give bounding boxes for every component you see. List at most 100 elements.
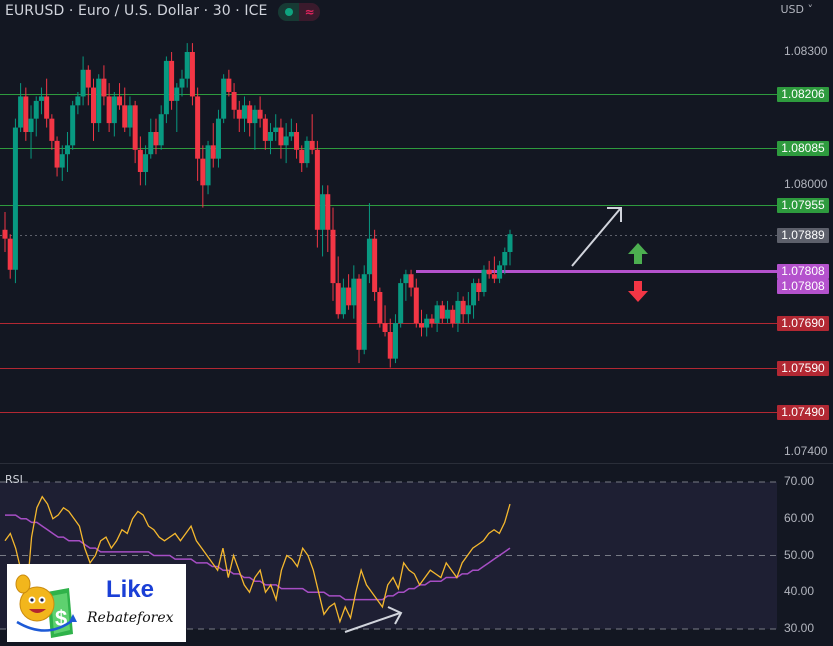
candle: [346, 274, 352, 310]
candle: [18, 83, 24, 132]
candle: [28, 105, 34, 159]
candle: [117, 83, 123, 110]
candle: [210, 123, 216, 168]
candle: [491, 256, 497, 284]
candle: [377, 287, 383, 328]
rsi-tick: 40.00: [784, 584, 815, 599]
rsi-axis[interactable]: 70.00 60.00 50.00 40.00 30.00: [777, 463, 833, 646]
price-level-label[interactable]: 1.08085: [777, 140, 829, 156]
candle: [450, 305, 456, 328]
candle: [132, 100, 138, 164]
candle: [445, 300, 451, 324]
price-level-label[interactable]: 1.07889: [777, 227, 829, 243]
price-chart[interactable]: [0, 0, 777, 463]
candle: [486, 260, 492, 279]
candle: [497, 260, 503, 284]
candle: [169, 52, 175, 110]
candle: [12, 118, 18, 284]
candle: [174, 83, 180, 132]
candle: [106, 83, 112, 132]
candle: [273, 114, 279, 141]
thumbs-up-money-icon: $: [15, 574, 77, 638]
currency-selector[interactable]: USD ˅: [780, 3, 813, 16]
market-status-pill[interactable]: ≈: [278, 3, 320, 21]
candle: [80, 56, 86, 106]
candle: [429, 314, 435, 328]
rsi-line: [4, 495, 511, 624]
price-level-label[interactable]: 1.07690: [777, 316, 829, 332]
candle: [304, 136, 310, 168]
candle: [502, 247, 508, 275]
candle: [408, 269, 414, 297]
logo-subtitle: Rebateforex: [87, 610, 174, 626]
candle: [314, 140, 320, 248]
candle: [85, 65, 91, 106]
candle: [439, 300, 445, 324]
candle: [184, 43, 190, 88]
candle: [481, 265, 487, 297]
candle: [507, 229, 513, 266]
candle: [231, 83, 237, 119]
candle: [330, 207, 336, 301]
candle: [38, 87, 44, 115]
candle: [75, 91, 81, 115]
rebateforex-logo: $ Like Rebateforex: [7, 564, 186, 642]
candle: [325, 185, 331, 252]
candle: [392, 314, 398, 364]
candle: [434, 300, 440, 332]
candle: [70, 100, 76, 150]
candle: [387, 318, 393, 368]
candle: [189, 43, 195, 106]
candle: [320, 185, 326, 257]
candle: [221, 74, 227, 124]
candle: [309, 114, 315, 155]
candle: [148, 118, 154, 159]
pane-separator[interactable]: [0, 463, 833, 464]
price-level-label[interactable]: 1.08206: [777, 86, 829, 102]
candle: [122, 87, 128, 132]
symbol-title[interactable]: EURUSD · Euro / U.S. Dollar · 30 · ICE: [5, 3, 268, 19]
price-level-label[interactable]: 1.07955: [777, 198, 829, 214]
price-level-label[interactable]: 1.07808: [777, 263, 829, 279]
price-tick: 1.08300: [784, 44, 828, 58]
candle: [294, 123, 300, 159]
candle: [455, 291, 461, 332]
candle: [424, 314, 430, 337]
price-level-label[interactable]: 1.07590: [777, 360, 829, 376]
rsi-indicator-label[interactable]: RSI: [5, 473, 23, 486]
candle: [465, 291, 471, 324]
candle: [44, 78, 50, 128]
candle: [361, 265, 367, 355]
divergence-arrow-icon: [344, 606, 403, 633]
candle: [262, 114, 268, 150]
candle: [413, 278, 419, 328]
candle: [7, 234, 13, 279]
candle: [283, 123, 289, 164]
candle: [64, 131, 70, 172]
candle: [205, 140, 211, 195]
candle: [335, 256, 341, 319]
candle: [226, 69, 232, 97]
price-level-label[interactable]: 1.07808: [777, 278, 829, 294]
candle: [382, 305, 388, 337]
rsi-tick: 30.00: [784, 621, 815, 635]
candle: [200, 145, 206, 208]
price-axis[interactable]: 1.08300 1.08000 1.07400 1.08206 1.08085 1.07…: [777, 0, 833, 463]
candle: [299, 145, 305, 172]
candle: [2, 211, 8, 252]
candle: [398, 278, 404, 328]
candle: [476, 278, 482, 301]
candle: [241, 96, 247, 132]
candle: [366, 203, 372, 284]
candle: [252, 105, 258, 150]
candle: [236, 100, 242, 132]
candle: [96, 74, 102, 132]
wave-icon: ≈: [299, 3, 320, 21]
candle: [356, 274, 362, 364]
price-tick: 1.07400: [784, 443, 828, 458]
candle: [460, 296, 466, 324]
rsi-tick: 70.00: [784, 474, 815, 488]
price-level-label[interactable]: 1.07490: [777, 404, 829, 420]
candle: [163, 56, 169, 124]
candle: [33, 96, 39, 137]
